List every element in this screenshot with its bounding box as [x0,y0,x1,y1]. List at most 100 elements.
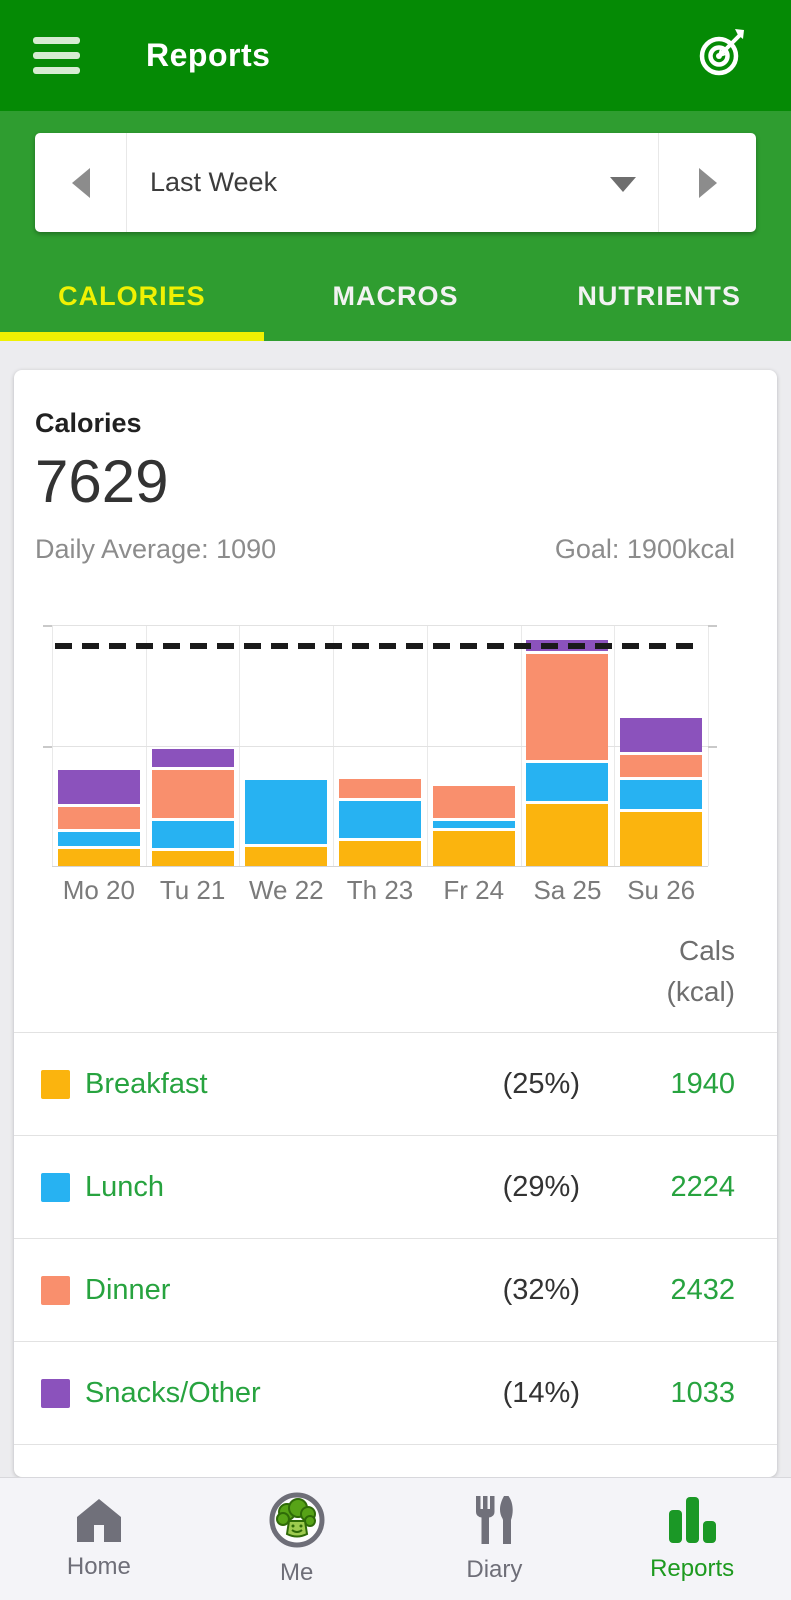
nav-item-home[interactable]: Home [0,1478,198,1600]
home-icon [74,1497,124,1548]
legend-swatch [41,1275,70,1305]
bar-segment-breakfast [339,841,422,866]
bar-segment-breakfast [57,849,140,866]
tab-nutrients[interactable]: NUTRIENTS [577,280,741,311]
nav-item-diary[interactable]: Diary [396,1478,594,1600]
legend-swatch [41,1069,70,1099]
legend-value: 2432 [670,1273,735,1306]
legend-label: Breakfast [85,1067,208,1100]
legend-percent: (32%) [502,1273,580,1306]
daily-average-label: Daily Average: 1090 [35,534,277,564]
stacked-bar-chart [43,625,717,867]
menu-icon[interactable] [33,37,80,74]
legend-swatch [41,1378,70,1408]
legend-percent: (25%) [502,1067,580,1100]
period-dropdown[interactable]: Last Week [127,133,658,232]
bar-segment-lunch [245,780,328,848]
bar-segment-snacks-other [620,717,703,755]
bar-tu-21 [146,626,240,866]
x-axis-label: Fr 24 [443,875,505,905]
x-axis-label: Mo 20 [62,875,135,905]
tab-macros[interactable]: MACROS [332,280,459,311]
goal-label: Goal: 1900kcal [554,534,735,564]
bar-segment-snacks-other [57,769,140,807]
legend-row-breakfast[interactable]: Breakfast (25%) 1940 [14,1033,777,1136]
middle-gridline [52,746,708,747]
app-bar: Reports [0,0,791,111]
bar-segment-breakfast [245,847,328,866]
card-title: Calories [35,408,142,438]
bottom-navigation: Home Me Diary Reports [0,1477,791,1600]
bar-segment-dinner [57,806,140,832]
bar-segment-dinner [339,778,422,801]
bar-segment-breakfast [432,830,515,866]
chart-bars [52,626,708,866]
nav-label: Diary [466,1556,523,1583]
total-calories-value: 7629 [35,448,169,515]
legend-table: Breakfast (25%) 1940 Lunch (29%) 2224 Dinner (3… [14,1033,777,1445]
x-axis-label: We 22 [248,875,324,905]
legend-column-header: Cals (kcal) [14,930,777,1033]
legend-header-line2: (kcal) [666,976,735,1007]
legend-value: 1940 [670,1067,735,1100]
tab-calories[interactable]: CALORIES [0,251,264,341]
legend-percent: (29%) [502,1170,580,1203]
x-axis-label: Tu 21 [159,875,226,905]
bar-sa-25 [521,626,615,866]
axis-tick [43,625,52,627]
bar-segment-dinner [526,653,609,763]
previous-period-button[interactable] [35,133,127,232]
nav-label: Reports [650,1555,735,1582]
period-selector: Last Week [35,133,756,232]
bar-segment-lunch [57,831,140,850]
legend-row-lunch[interactable]: Lunch (29%) 2224 [14,1136,777,1239]
period-value: Last Week [150,167,278,197]
nav-item-me[interactable]: Me [198,1478,396,1600]
axis-tick [708,746,717,748]
legend-value: 1033 [670,1376,735,1409]
legend-label: Lunch [85,1170,165,1203]
target-goal-icon[interactable] [695,27,747,84]
bar-chart-icon [666,1495,718,1550]
bar-segment-lunch [526,762,609,805]
nav-label: Me [279,1559,314,1586]
bar-segment-snacks-other [151,748,234,770]
goal-dashed-line [55,642,703,649]
page-title: Reports [146,37,271,73]
legend-swatch [41,1172,70,1202]
legend-row-snacks-other[interactable]: Snacks/Other (14%) 1033 [14,1342,777,1445]
fork-knife-icon [468,1494,520,1551]
bar-segment-dinner [432,786,515,821]
bar-segment-lunch [151,820,234,851]
bar-segment-dinner [151,769,234,821]
bar-segment-lunch [432,820,515,831]
bar-we-22 [239,626,333,866]
legend-value: 2224 [670,1170,735,1203]
x-axis-label: Sa 25 [533,875,602,905]
bar-segment-breakfast [526,804,609,866]
bar-th-23 [333,626,427,866]
legend-row-dinner[interactable]: Dinner (32%) 2432 [14,1239,777,1342]
calories-card: Calories 7629 Daily Average: 1090 Goal: … [14,370,777,1477]
x-axis-labels: Mo 20 Tu 21 We 22 Th 23 Fr 24 Sa 25 Su 26 [52,875,708,906]
right-arrow-icon [698,167,717,198]
bar-segment-lunch [339,800,422,842]
legend-percent: (14%) [502,1376,580,1409]
nav-label: Home [66,1553,131,1580]
bar-segment-breakfast [620,811,703,866]
axis-tick [43,746,52,748]
report-tabs: CALORIES MACROS NUTRIENTS [0,251,791,341]
next-period-button[interactable] [658,133,756,232]
bar-mo-20 [52,626,146,866]
bar-su-26 [614,626,708,866]
x-axis-label: Su 26 [627,875,696,905]
bar-segment-lunch [620,780,703,812]
legend-header-line1: Cals [678,935,735,966]
nav-item-reports[interactable]: Reports [593,1478,791,1600]
axis-tick [708,625,717,627]
broccoli-avatar-icon [268,1491,326,1554]
chevron-down-icon [610,176,636,192]
x-axis-label: Th 23 [346,875,414,905]
legend-label: Dinner [85,1273,171,1306]
